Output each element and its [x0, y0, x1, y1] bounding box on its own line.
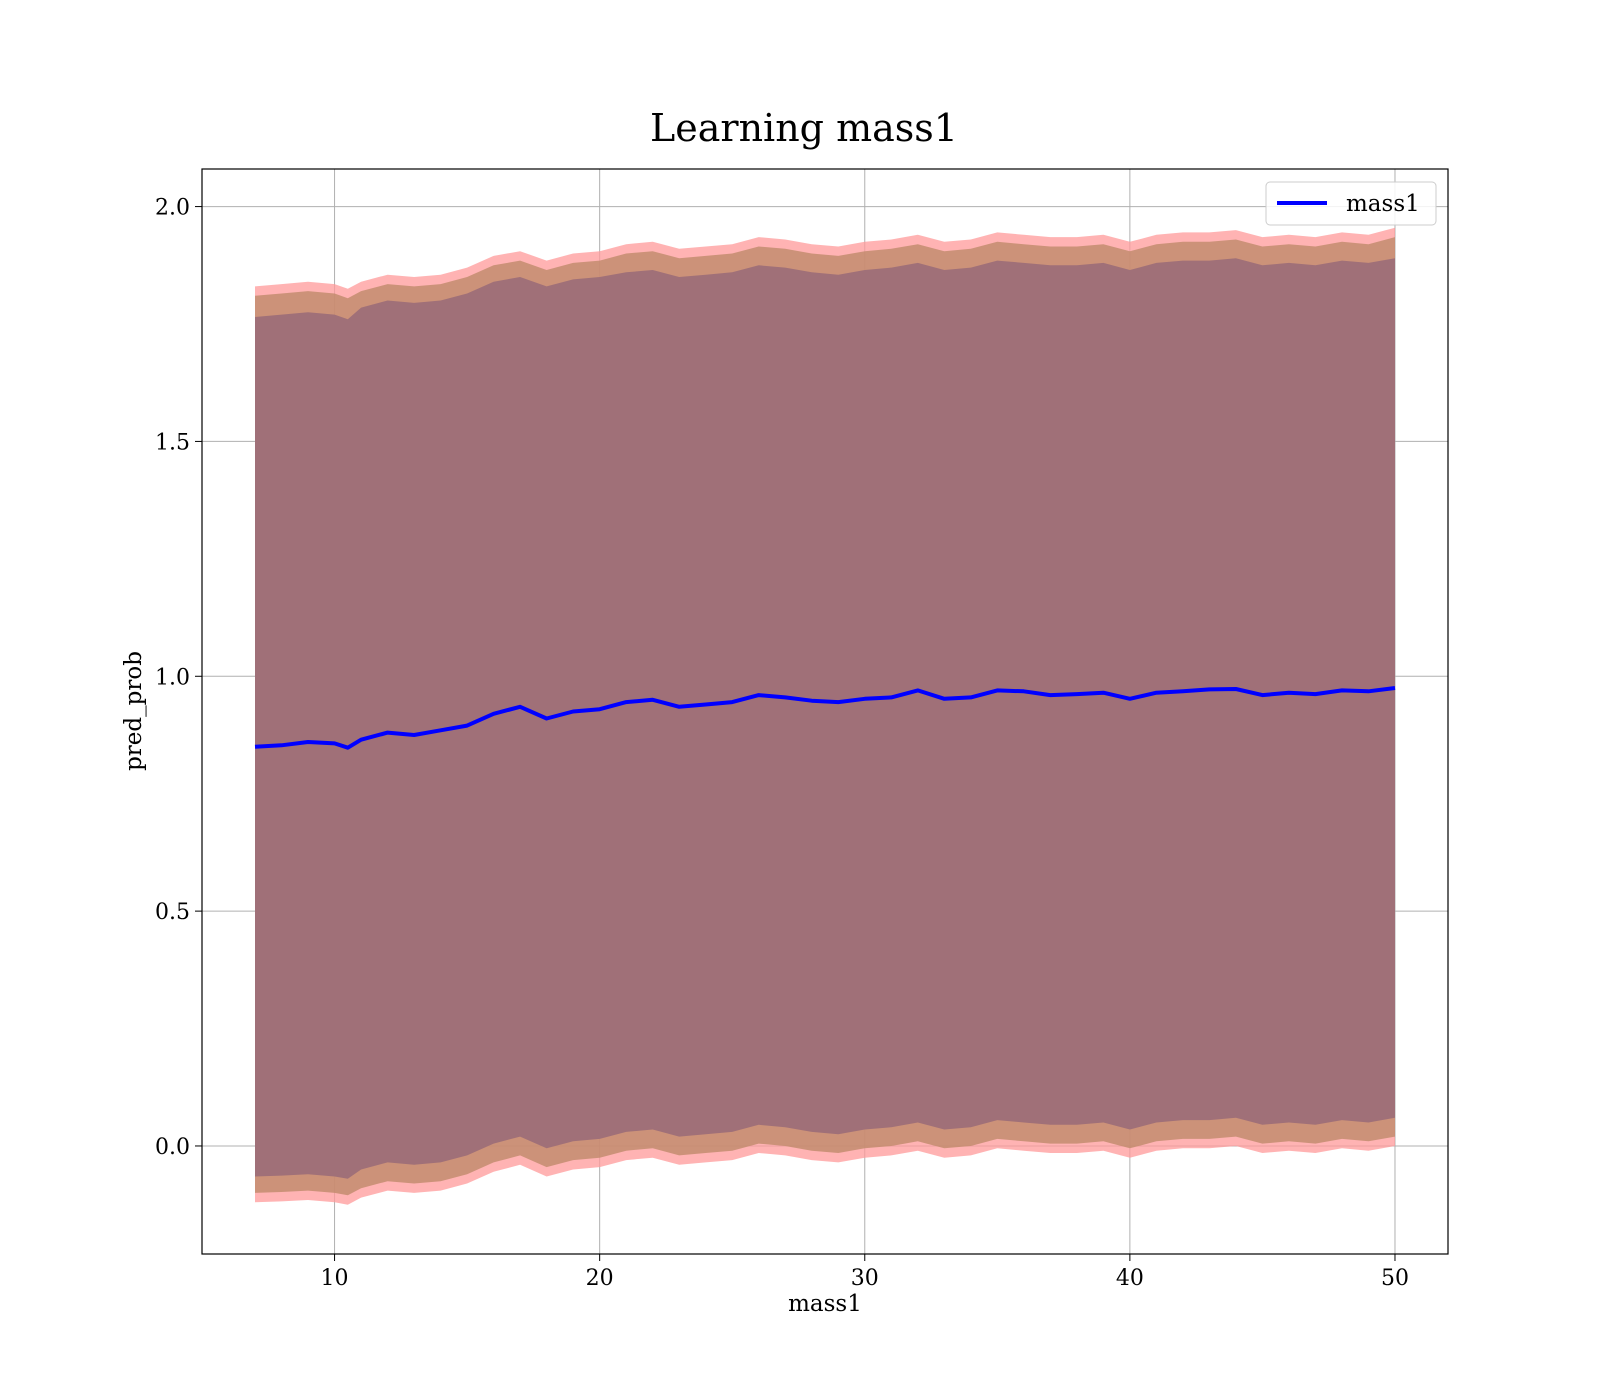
x-tick-label: 40: [1116, 1266, 1144, 1291]
plot-frame: [201, 168, 1449, 1255]
confidence-bands: [255, 227, 1395, 1205]
x-tick-label: 20: [586, 1266, 614, 1291]
series-line-mass1: [254, 686, 1396, 750]
y-axis-label: pred_prob: [121, 651, 147, 771]
x-axis-label: mass1: [788, 1291, 862, 1317]
legend: mass1: [1265, 181, 1437, 226]
y-tick-label: 2.0: [155, 196, 190, 221]
x-tick-label: 10: [321, 1266, 349, 1291]
x-tick-label: 50: [1381, 1266, 1409, 1291]
legend-label-mass1: mass1: [1346, 191, 1420, 217]
ticks: 10 20 30 40 50 0.0 0.5 1.0 1.5 2.0: [155, 196, 1409, 1291]
y-tick-label: 1.0: [155, 665, 190, 690]
y-tick-label: 0.0: [155, 1135, 190, 1160]
confidence-band-2: [255, 258, 1395, 1179]
chart-title: Learning mass1: [650, 106, 958, 150]
y-tick-label: 0.5: [155, 900, 190, 925]
series-lines: [254, 686, 1396, 750]
x-tick-label: 30: [851, 1266, 879, 1291]
y-tick-label: 1.5: [155, 430, 190, 455]
legend-box: [1265, 181, 1437, 226]
